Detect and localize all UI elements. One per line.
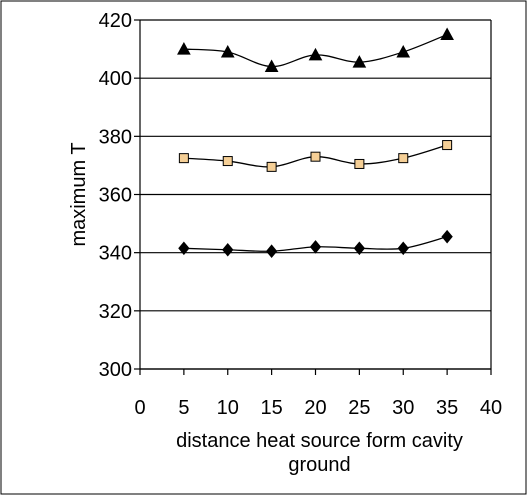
series-2-point-10	[222, 156, 233, 167]
x-tick-label-10: 10	[217, 397, 239, 419]
series-1-point-10	[220, 44, 235, 58]
series-2-point-35	[442, 140, 453, 151]
y-tick-label-420: 420	[99, 10, 132, 32]
series-1-point-35	[440, 27, 454, 41]
x-axis-title-line-2: ground	[288, 454, 350, 476]
y-tick-label-300: 300	[99, 359, 132, 381]
y-tick-label-360: 360	[99, 185, 132, 207]
series-1-point-5	[177, 42, 191, 55]
series-layer	[177, 27, 454, 258]
series-2-point-20	[310, 151, 321, 162]
y-tick-label-320: 320	[99, 301, 132, 323]
series-2-point-25	[354, 158, 365, 169]
series-2-point-30	[398, 153, 409, 164]
y-axis-title: maximum T	[68, 142, 90, 246]
series-2-point-5	[178, 153, 189, 164]
x-tick-label-30: 30	[392, 397, 414, 419]
series-1-point-30	[396, 44, 411, 58]
series-3-point-15	[265, 244, 278, 258]
y-tick-label-380: 380	[99, 126, 132, 148]
x-tick-label-25: 25	[348, 397, 370, 419]
x-tick-label-40: 40	[480, 397, 502, 419]
series-3-point-20	[309, 240, 322, 254]
axes	[134, 19, 492, 375]
x-tick-label-5: 5	[178, 397, 189, 419]
series-3-point-10	[222, 242, 234, 257]
x-tick-label-35: 35	[436, 397, 458, 419]
y-tick-label-400: 400	[99, 68, 132, 90]
labels: 300 320 340 360 380 400 420 0 5 10 15 20 25 30 35 40 dis…	[68, 10, 502, 476]
x-tick-label-15: 15	[261, 397, 283, 419]
series-1-point-20	[308, 47, 323, 61]
series-1-point-25	[352, 55, 367, 68]
series-3-point-25	[353, 241, 366, 256]
y-tick-label-340: 340	[99, 243, 132, 265]
x-tick-label-0: 0	[134, 397, 145, 419]
series-3-point-30	[397, 241, 409, 256]
x-tick-label-20: 20	[304, 397, 326, 419]
x-axis-title-line-1: distance heat source form cavity	[176, 430, 463, 452]
series-2-point-15	[266, 161, 277, 172]
series-1-point-15	[264, 59, 279, 73]
series-3-point-35	[441, 229, 453, 244]
series-3-point-5	[178, 241, 190, 256]
